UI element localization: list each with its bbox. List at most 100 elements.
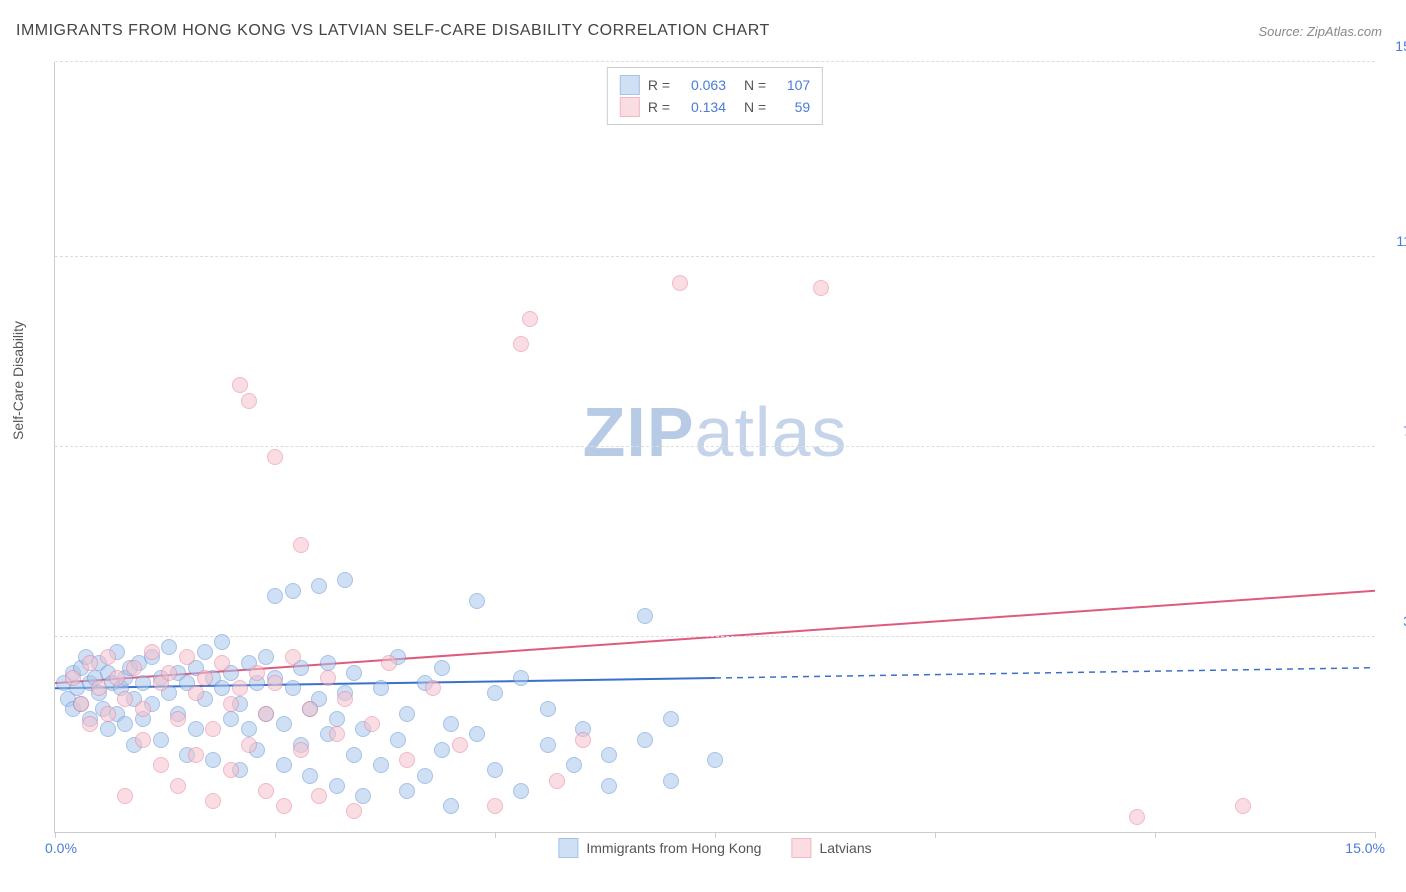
- data-point: [188, 721, 204, 737]
- data-point: [161, 665, 177, 681]
- data-point: [205, 752, 221, 768]
- legend-swatch: [558, 838, 578, 858]
- data-point: [434, 742, 450, 758]
- y-axis-label: Self-Care Disability: [10, 321, 26, 440]
- legend-n-label: N =: [744, 96, 766, 118]
- legend-row: R =0.134N =59: [620, 96, 810, 118]
- data-point: [293, 537, 309, 553]
- data-point: [329, 778, 345, 794]
- data-point: [241, 737, 257, 753]
- legend-r-value: 0.063: [678, 74, 726, 96]
- data-point: [100, 706, 116, 722]
- data-point: [232, 377, 248, 393]
- data-point: [487, 798, 503, 814]
- legend-swatch: [791, 838, 811, 858]
- data-point: [153, 732, 169, 748]
- data-point: [135, 701, 151, 717]
- data-point: [258, 649, 274, 665]
- trend-line-dashed: [715, 668, 1375, 678]
- data-point: [329, 726, 345, 742]
- legend-series-label: Immigrants from Hong Kong: [586, 840, 761, 856]
- data-point: [434, 660, 450, 676]
- data-point: [205, 793, 221, 809]
- data-point: [232, 680, 248, 696]
- data-point: [267, 675, 283, 691]
- data-point: [1235, 798, 1251, 814]
- data-point: [276, 716, 292, 732]
- data-point: [117, 716, 133, 732]
- watermark-atlas: atlas: [695, 393, 848, 471]
- data-point: [320, 655, 336, 671]
- data-point: [672, 275, 688, 291]
- legend-r-label: R =: [648, 74, 670, 96]
- data-point: [241, 721, 257, 737]
- data-point: [601, 778, 617, 794]
- x-tick-mark: [1155, 832, 1156, 838]
- data-point: [117, 788, 133, 804]
- scatter-chart: ZIPatlas R =0.063N =107R =0.134N =59 Imm…: [54, 62, 1375, 833]
- legend-n-label: N =: [744, 74, 766, 96]
- data-point: [135, 675, 151, 691]
- data-point: [637, 732, 653, 748]
- data-point: [707, 752, 723, 768]
- x-tick-mark: [715, 832, 716, 838]
- data-point: [249, 665, 265, 681]
- y-tick-label: 15.0%: [1385, 38, 1406, 54]
- data-point: [267, 449, 283, 465]
- data-point: [320, 670, 336, 686]
- data-point: [540, 701, 556, 717]
- data-point: [346, 747, 362, 763]
- data-point: [170, 711, 186, 727]
- data-point: [663, 711, 679, 727]
- legend-correlation-box: R = 0.063 N = 107R =0.134N =59: [607, 67, 823, 125]
- data-point: [214, 680, 230, 696]
- data-point: [276, 798, 292, 814]
- data-point: [302, 768, 318, 784]
- data-point: [373, 757, 389, 773]
- data-point: [487, 762, 503, 778]
- x-tick-label: 15.0%: [1345, 840, 1385, 856]
- data-point: [179, 649, 195, 665]
- data-point: [144, 644, 160, 660]
- source-value: ZipAtlas.com: [1307, 24, 1382, 39]
- data-point: [100, 649, 116, 665]
- data-point: [223, 762, 239, 778]
- data-point: [258, 783, 274, 799]
- data-point: [285, 583, 301, 599]
- data-point: [540, 737, 556, 753]
- data-point: [399, 783, 415, 799]
- data-point: [311, 578, 327, 594]
- data-point: [82, 716, 98, 732]
- legend-n-value: 107: [774, 74, 810, 96]
- data-point: [73, 696, 89, 712]
- data-point: [513, 783, 529, 799]
- data-point: [223, 696, 239, 712]
- data-point: [188, 685, 204, 701]
- data-point: [117, 691, 133, 707]
- legend-series: Immigrants from Hong Kong Latvians: [558, 838, 871, 858]
- legend-r-label: R =: [648, 96, 670, 118]
- data-point: [337, 572, 353, 588]
- chart-title: IMMIGRANTS FROM HONG KONG VS LATVIAN SEL…: [16, 22, 770, 40]
- data-point: [197, 644, 213, 660]
- data-point: [355, 788, 371, 804]
- data-point: [364, 716, 380, 732]
- data-point: [390, 732, 406, 748]
- data-point: [197, 670, 213, 686]
- grid-line: [55, 256, 1375, 257]
- data-point: [276, 757, 292, 773]
- data-point: [161, 639, 177, 655]
- grid-line: [55, 446, 1375, 447]
- data-point: [285, 680, 301, 696]
- y-tick-label: 3.8%: [1385, 613, 1406, 629]
- legend-swatch: [620, 75, 640, 95]
- data-point: [373, 680, 389, 696]
- trend-lines-layer: [55, 62, 1375, 832]
- data-point: [100, 721, 116, 737]
- data-point: [302, 701, 318, 717]
- source-label: Source:: [1258, 24, 1306, 39]
- data-point: [346, 665, 362, 681]
- data-point: [126, 660, 142, 676]
- data-point: [513, 670, 529, 686]
- legend-series-item: Latvians: [791, 838, 871, 858]
